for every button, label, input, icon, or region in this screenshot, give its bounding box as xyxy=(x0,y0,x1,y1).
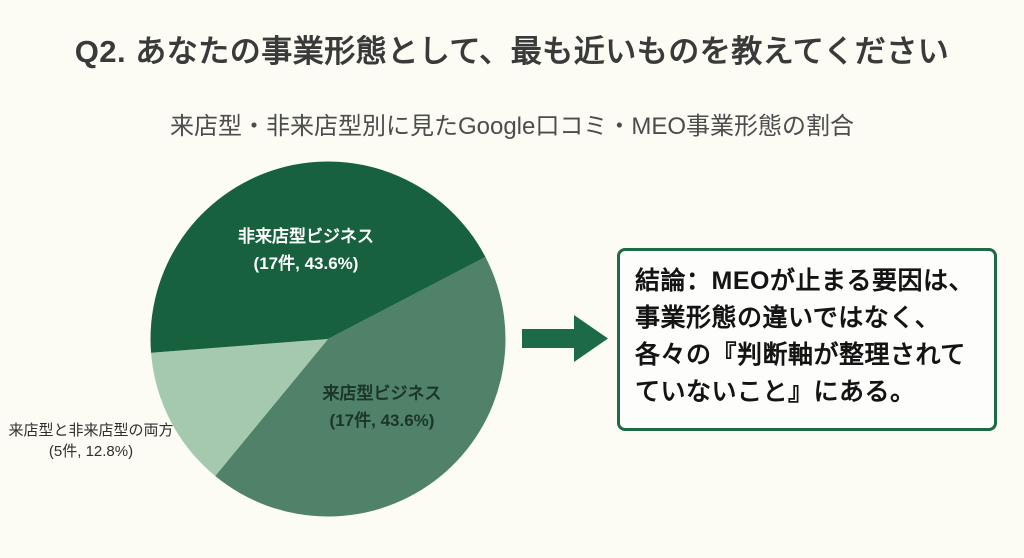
slice-name: 来店型と非来店型の両方 xyxy=(8,422,174,439)
pie-label-visit-business: 来店型ビジネス (17件, 43.6%) xyxy=(272,380,492,434)
slice-name: 非来店型ビジネス xyxy=(238,227,374,246)
pie-slice-1 xyxy=(215,257,506,517)
page-title: Q2. あなたの事業形態として、最も近いものを教えてください xyxy=(74,34,950,69)
conclusion-line: 結論：MEOが止まる要因は、 xyxy=(635,267,974,295)
arrow-right-icon xyxy=(522,315,608,362)
pie-label-non-visit-business: 非来店型ビジネス (17件, 43.6%) xyxy=(196,223,416,277)
conclusion-line: 事業形態の違いではなく、 xyxy=(635,304,941,332)
conclusion-box: 結論：MEOが止まる要因は、 事業形態の違いではなく、 各々の『判断軸が整理され… xyxy=(617,248,997,431)
pie-slice-2 xyxy=(151,339,328,477)
pie-label-both-types: 来店型と非来店型の両方 (5件, 12.8%) xyxy=(1,420,181,462)
slice-value: (5件, 12.8%) xyxy=(48,443,134,460)
conclusion-line: ていないこと』にある。 xyxy=(635,378,916,406)
conclusion-line: 各々の『判断軸が整理されて xyxy=(635,341,966,369)
pie-chart xyxy=(150,161,506,517)
chart-title: 来店型・非来店型別に見たGoogle口コミ・MEO事業形態の割合 xyxy=(169,113,855,140)
slice-value: (17件, 43.6%) xyxy=(253,254,359,273)
slice-name: 来店型ビジネス xyxy=(322,384,442,403)
slice-value: (17件, 43.6%) xyxy=(329,411,435,430)
pie-slice-0 xyxy=(150,161,486,353)
